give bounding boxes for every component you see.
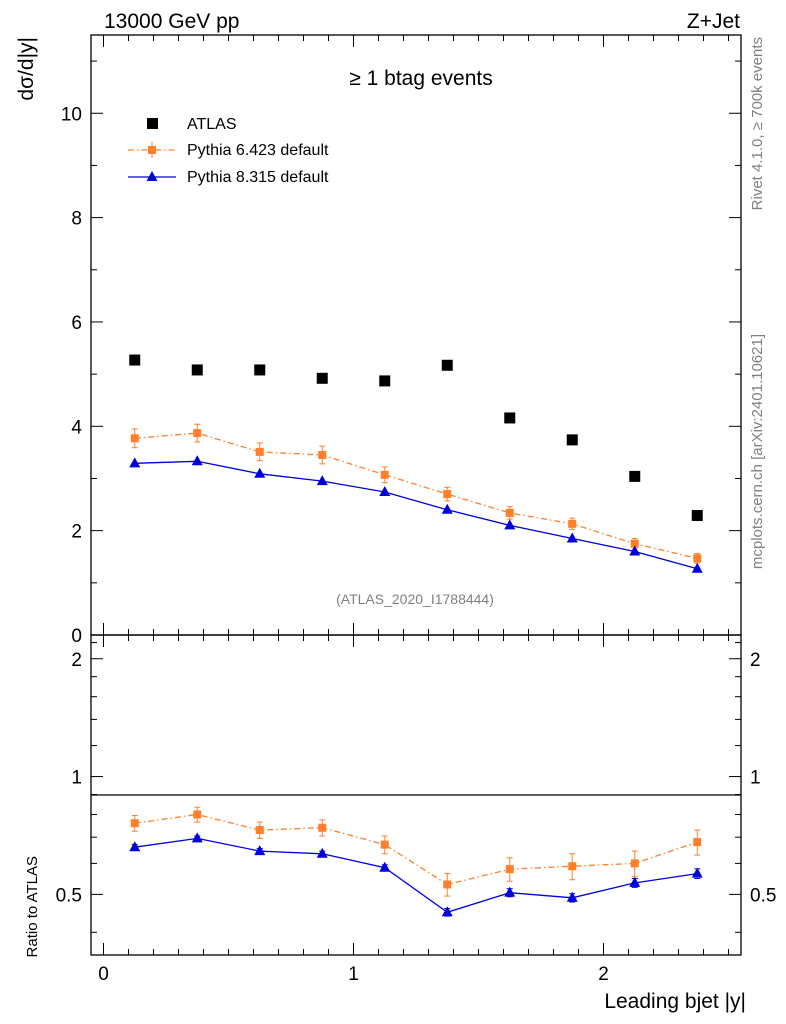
y-axis-label: dσ/d|y| <box>15 37 38 101</box>
ratio-pythia6-point <box>505 865 514 874</box>
atlas-point <box>254 364 266 376</box>
ratio-pythia6-point <box>443 880 452 889</box>
ratio-y-tick-label: 0.5 <box>56 885 82 906</box>
x-tick-label: 0 <box>98 964 109 985</box>
legend-marker-pythia8 <box>146 171 158 181</box>
ratio-pythia8-point <box>441 906 453 917</box>
ratio-pythia6-point <box>130 819 139 828</box>
analysis-label: (ATLAS_2020_I1788444) <box>336 591 494 607</box>
atlas-point <box>129 354 141 366</box>
main-pythia6-point <box>568 519 577 528</box>
y-tick-label: 10 <box>61 104 82 125</box>
ratio-y-tick-label-right: 2 <box>750 650 761 671</box>
y-tick-label: 6 <box>71 313 82 334</box>
ratio-pythia6-point <box>380 840 389 849</box>
x-tick-label: 2 <box>598 964 609 985</box>
ratio-y-tick-label: 2 <box>71 650 82 671</box>
main-pythia6-point <box>130 434 139 443</box>
main-pythia6-point <box>318 451 327 459</box>
plot-title: ≥ 1 btag events <box>349 67 492 90</box>
main-pythia8-point <box>254 467 266 478</box>
ratio-pythia6-point <box>193 810 202 819</box>
main-pythia6-point <box>443 490 452 499</box>
legend-label-pythia6: Pythia 6.423 default <box>187 142 329 159</box>
legend-label-pythia8: Pythia 8.315 default <box>187 169 329 186</box>
ratio-pythia8-point <box>379 861 391 872</box>
atlas-point <box>441 359 453 371</box>
ratio-line-1 <box>134 813 698 886</box>
main-pythia6-point <box>380 470 389 479</box>
main-pythia8-point <box>566 532 578 543</box>
atlas-point <box>316 372 328 384</box>
main-pythia6-point <box>630 539 639 548</box>
axis-tick-labels: 0 1 2 0 2 4 6 8 10 0.5 0.5 1 1 2 2 <box>56 104 777 985</box>
atlas-point <box>691 510 703 522</box>
main-pythia6-point <box>505 508 514 517</box>
ratio-pythia8-point <box>504 886 516 897</box>
ratio-pythia8-point <box>566 891 578 902</box>
main-pythia8-point <box>316 475 328 486</box>
x-tick-label: 1 <box>348 964 359 985</box>
atlas-point <box>191 364 203 376</box>
side-label-bottom: mcplots.cern.ch [arXiv:2401.10621] <box>749 334 766 569</box>
y-tick-label: 0 <box>71 626 82 647</box>
main-pythia8-point <box>504 519 516 530</box>
legend-label-atlas: ATLAS <box>187 116 237 133</box>
y-tick-label: 2 <box>71 522 82 543</box>
main-line-1 <box>134 432 698 559</box>
main-pythia8-point <box>129 457 141 468</box>
ratio-pythia6-point <box>630 859 639 868</box>
ratio-y-tick-label: 1 <box>71 768 82 789</box>
main-pythia8-point <box>691 562 703 573</box>
ratio-pythia8-point <box>129 841 141 852</box>
ratio-pythia6-point <box>568 862 577 871</box>
side-label-top: Rivet 4.1.0, ≥ 700k events <box>749 37 766 210</box>
legend-marker-atlas <box>147 118 158 129</box>
ratio-pythia6-point <box>693 838 702 847</box>
main-pythia8-point <box>191 455 203 466</box>
main-pythia8-point <box>379 486 391 497</box>
main-line-2 <box>134 460 698 570</box>
atlas-point <box>379 375 391 387</box>
ratio-pythia6-point <box>318 823 327 832</box>
y-tick-label: 4 <box>71 417 82 438</box>
legend: ATLAS Pythia 6.423 default Pythia 8.315 … <box>128 116 329 186</box>
ratio-pythia8-point <box>316 847 328 858</box>
main-pythia8-point <box>441 503 453 514</box>
main-pythia6-point <box>693 554 702 563</box>
ratio-y-tick-label-right: 0.5 <box>750 885 776 906</box>
x-axis-label: Leading bjet |y| <box>604 990 746 1013</box>
main-pythia6-point <box>255 447 264 456</box>
ratio-pythia6-point <box>255 826 264 835</box>
ratio-y-tick-label-right: 1 <box>750 768 761 789</box>
main-pythia8-point <box>629 545 641 556</box>
ratio-pythia8-point <box>254 845 266 856</box>
main-series-group <box>129 354 703 573</box>
axis-ticks <box>91 35 741 955</box>
ratio-pythia8-point <box>629 876 641 887</box>
header-left: 13000 GeV pp <box>104 10 239 33</box>
atlas-point <box>629 470 641 482</box>
ratio-pythia8-point <box>691 867 703 878</box>
ratio-series-group <box>129 806 703 917</box>
ratio-line-2 <box>134 837 698 914</box>
y-tick-label: 8 <box>71 209 82 230</box>
main-pythia6-point <box>193 429 202 438</box>
atlas-point <box>504 412 516 424</box>
atlas-point <box>566 434 578 446</box>
header-right: Z+Jet <box>687 10 740 33</box>
ratio-y-axis-label: Ratio to ATLAS <box>24 856 41 957</box>
ratio-pythia8-point <box>191 832 203 843</box>
